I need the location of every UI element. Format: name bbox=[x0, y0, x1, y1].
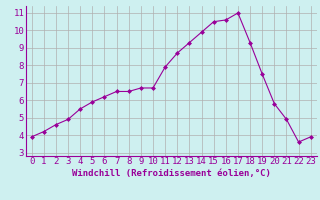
X-axis label: Windchill (Refroidissement éolien,°C): Windchill (Refroidissement éolien,°C) bbox=[72, 169, 271, 178]
